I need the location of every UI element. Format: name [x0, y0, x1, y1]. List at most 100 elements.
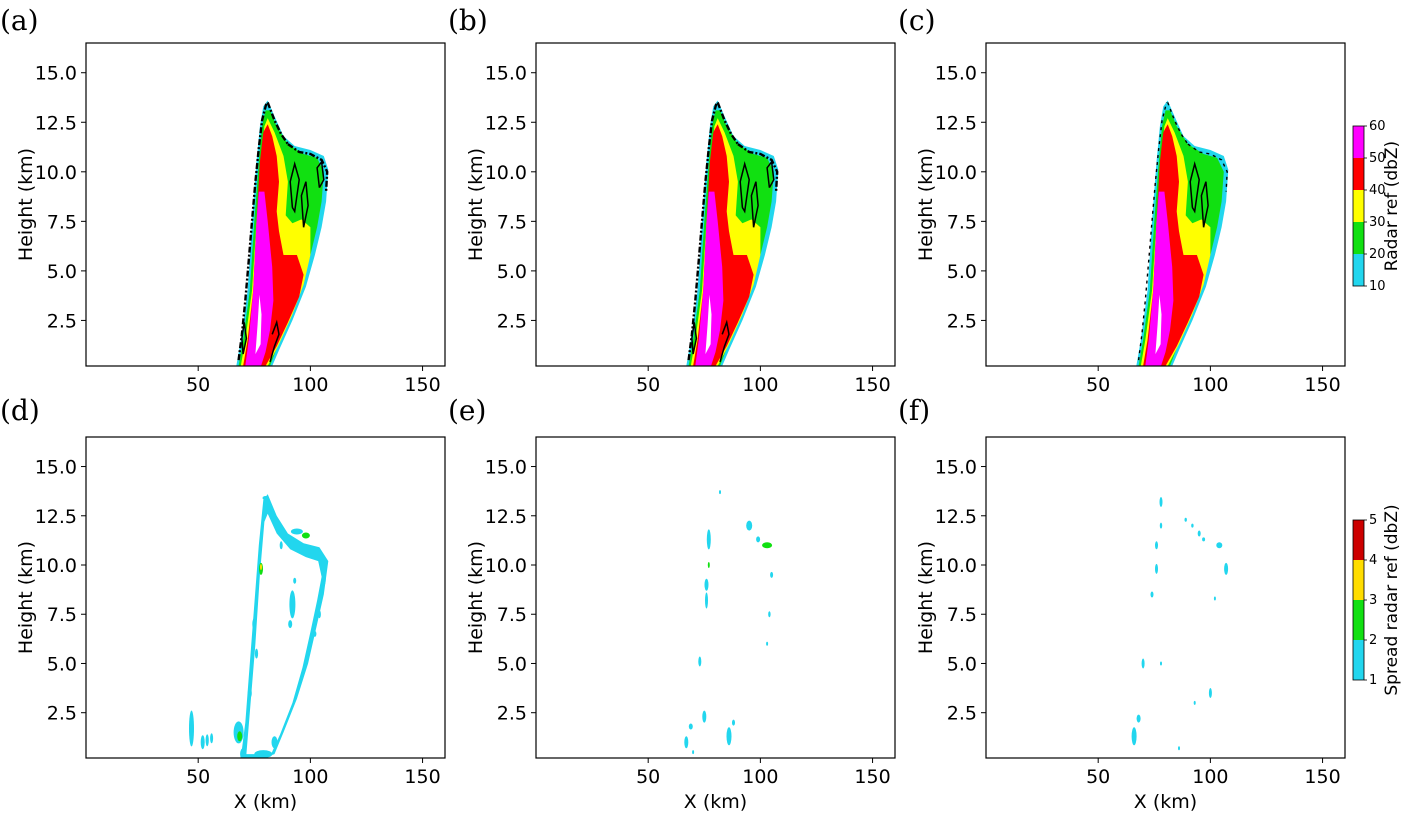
spread-blob [1208, 688, 1212, 698]
y-tick-label: 10.0 [485, 162, 527, 184]
y-axis-label: Height (km) [15, 541, 37, 654]
plot-frame [535, 436, 896, 759]
spread-contour-line [266, 101, 289, 145]
x-tick-label: 100 [1192, 374, 1228, 396]
spread-contour-line [691, 322, 698, 355]
spread-blob [706, 529, 711, 550]
spread-blob [692, 750, 695, 755]
y-tick-label: 12.5 [35, 112, 77, 134]
x-tick-label: 150 [1304, 766, 1340, 788]
spread-blob [762, 542, 773, 549]
spread-blob [252, 618, 257, 631]
spread-contour-line [739, 161, 750, 214]
spread-blob [1202, 537, 1206, 542]
plot-area [86, 437, 445, 758]
x-tick-label: 50 [636, 766, 660, 788]
y-tick-label: 2.5 [947, 310, 977, 332]
spread-blob [1155, 541, 1158, 550]
spread-blob [1155, 563, 1158, 574]
plot-content [189, 494, 329, 758]
y-tick-label: 15.0 [485, 63, 527, 85]
x-tick-label: 50 [1086, 374, 1110, 396]
y-tick-label: 10.0 [935, 162, 977, 184]
spread-blob [707, 562, 710, 568]
y-tick-label: 2.5 [947, 703, 977, 725]
x-tick-label: 50 [186, 374, 210, 396]
colorbar-swatch [1353, 520, 1364, 560]
ref-band-50-60 [1145, 191, 1174, 366]
y-tick-label: 7.5 [947, 604, 977, 626]
colorbar-swatch [1353, 600, 1364, 640]
spread-blob [732, 719, 735, 726]
spread-blob [1150, 591, 1154, 598]
x-axis-label: X (km) [234, 791, 297, 813]
spread-blob [254, 648, 259, 659]
x-tick-label: 150 [404, 374, 440, 396]
spread-blob [289, 590, 296, 619]
colorbar-swatch [1353, 222, 1364, 254]
colorbar-tick-label: 2 [1369, 633, 1377, 648]
y-tick-label: 12.5 [485, 506, 527, 528]
spread-blob [210, 733, 214, 744]
spread-blob [719, 490, 721, 495]
spread-contour-line [237, 102, 268, 361]
plot-content [684, 490, 774, 755]
y-tick-label: 7.5 [947, 211, 977, 233]
spread-blob [1159, 522, 1163, 529]
colorbar-tick-label: 1 [1369, 673, 1377, 688]
spread-contour-line [687, 102, 718, 361]
x-tick-label: 100 [292, 374, 328, 396]
y-tick-label: 10.0 [485, 555, 527, 577]
spread-blob [313, 630, 317, 637]
y-tick-label: 2.5 [47, 310, 77, 332]
y-tick-label: 5.0 [947, 653, 977, 675]
plot-frame [85, 436, 446, 759]
panel-f: 50 100 150 2.5 5.0 7.5 10.0 12.5 15.0 Height (km)… [898, 394, 1346, 813]
y-tick-label: 15.0 [35, 63, 77, 85]
spread-blob [293, 577, 297, 584]
spread-blob [189, 710, 194, 747]
spread-blob [688, 723, 693, 730]
x-axis-label: X (km) [684, 791, 747, 813]
y-tick-label: 7.5 [497, 604, 527, 626]
plot-content [1136, 100, 1229, 366]
spread-blob [1178, 746, 1180, 751]
spread-blob [704, 578, 709, 591]
plot-frame [535, 42, 896, 367]
spread-blob [321, 571, 326, 586]
y-tick-label: 2.5 [497, 310, 527, 332]
spread-blob [746, 520, 753, 531]
ref-band-above-60 [705, 294, 712, 355]
y-tick-label: 5.0 [497, 653, 527, 675]
spread-contour-line [750, 181, 759, 228]
colorbar-swatch [1353, 560, 1364, 600]
y-tick-label: 15.0 [935, 457, 977, 479]
spread-blob [254, 750, 273, 758]
y-tick-label: 10.0 [35, 162, 77, 184]
spread-blob [279, 541, 283, 550]
colorbar-swatch [1353, 190, 1364, 222]
x-tick-label: 150 [1304, 374, 1340, 396]
spread-blob [290, 528, 303, 535]
plot-area [536, 437, 895, 758]
y-axis-label: Height (km) [15, 148, 37, 261]
spread-contour-line [300, 181, 309, 228]
y-tick-label: 5.0 [47, 653, 77, 675]
panel-a: 50 100 150 2.5 5.0 7.5 10.0 12.5 15.0 Height (km)… [0, 4, 446, 396]
colorbar-tick-label: 40 [1369, 183, 1386, 198]
y-tick-label: 12.5 [935, 112, 977, 134]
y-tick-label: 5.0 [47, 261, 77, 283]
spread-contour-line [289, 161, 300, 214]
colorbar-frame [1352, 125, 1365, 287]
spread-blob [705, 592, 708, 609]
colorbar-tick-label: 3 [1369, 593, 1377, 608]
panel-label: (a) [0, 4, 39, 37]
colorbar-tick-label: 30 [1369, 215, 1386, 230]
y-tick-label: 5.0 [497, 261, 527, 283]
spread-blob [1197, 530, 1201, 537]
y-tick-label: 10.0 [935, 555, 977, 577]
colorbar-tick-label: 4 [1369, 553, 1377, 568]
ref-band-above-60 [255, 294, 262, 355]
x-axis-label: X (km) [1134, 791, 1197, 813]
y-axis-label: Height (km) [465, 148, 487, 261]
